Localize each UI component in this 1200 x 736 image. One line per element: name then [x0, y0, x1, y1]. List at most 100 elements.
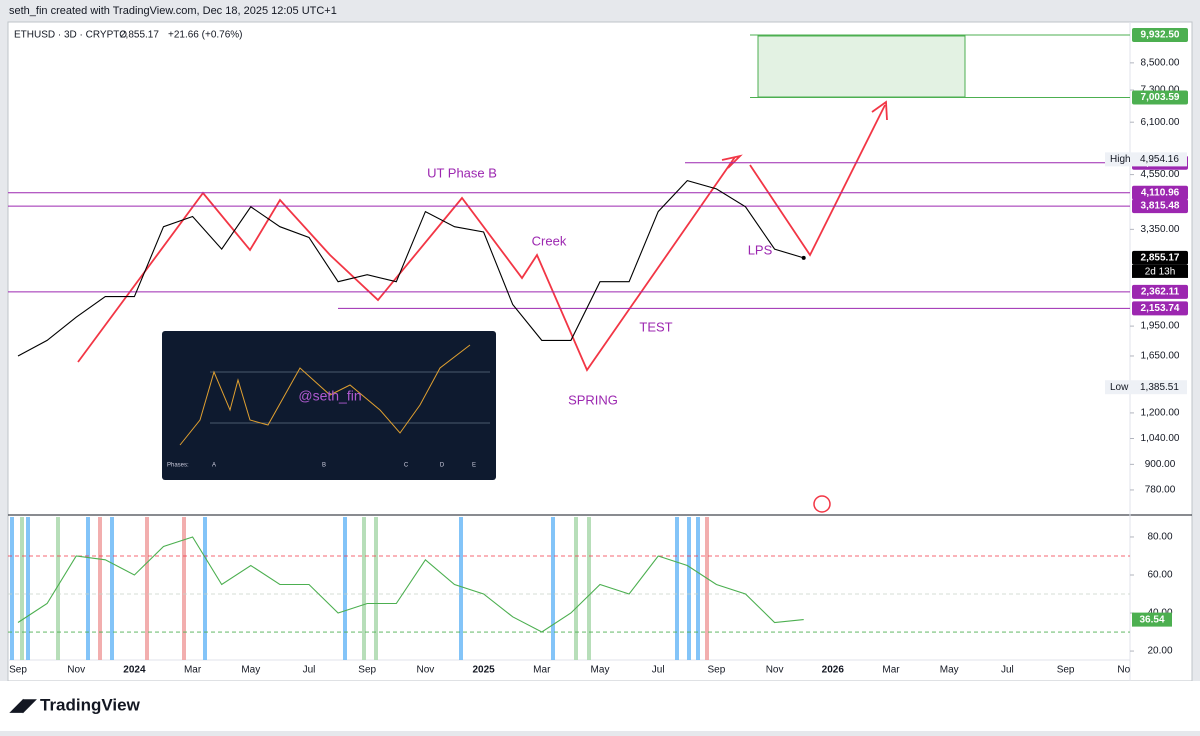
signal-bar — [10, 517, 14, 660]
signal-bar — [362, 517, 366, 660]
x-tick-label: Sep — [358, 665, 376, 676]
y-tick-label: 60.00 — [1147, 570, 1172, 581]
y-tick-label: 780.00 — [1145, 485, 1176, 496]
inset-phase: B — [322, 463, 326, 469]
price-tag-label: 3,815.48 — [1141, 201, 1180, 212]
signal-bar — [98, 517, 102, 660]
x-tick-label: Nov — [67, 665, 85, 676]
last-point — [801, 255, 806, 260]
countdown-tag — [1132, 264, 1188, 278]
high-tag — [1105, 152, 1187, 167]
signal-bar — [86, 517, 90, 660]
inset-phase: A — [212, 463, 216, 469]
target-box — [757, 35, 966, 98]
y-tick-label: 8,500.00 — [1141, 58, 1180, 69]
signal-bar — [110, 517, 114, 660]
annotation: UT Phase B — [427, 165, 497, 180]
signal-bar — [551, 517, 555, 660]
y-tick-label: 80.00 — [1147, 532, 1172, 543]
inset-phase: D — [440, 463, 445, 469]
x-tick-label: May — [241, 665, 260, 676]
x-tick-label: May — [591, 665, 610, 676]
price-tag — [1132, 199, 1188, 214]
signal-bar — [459, 517, 463, 660]
y-tick-label: 900.00 — [1145, 459, 1176, 470]
symbol-name: ETHUSD · 3D · CRYPTO — [14, 30, 127, 41]
event-icon[interactable] — [813, 495, 831, 513]
y-tick-label: 1,950.00 — [1141, 321, 1180, 332]
price-tag — [1132, 301, 1188, 316]
symbol-change: +21.66 (+0.76%) — [168, 30, 243, 41]
y-tick-label: 1,040.00 — [1141, 433, 1180, 444]
signal-bar — [687, 517, 691, 660]
inset-watermark: @seth_fin — [298, 388, 361, 404]
low-tag — [1105, 380, 1187, 395]
price-tag — [1132, 185, 1188, 200]
signal-bar — [145, 517, 149, 660]
x-tick-label: Sep — [708, 665, 726, 676]
x-tick-label: Mar — [533, 665, 551, 676]
signal-bar — [574, 517, 578, 660]
x-tick-label: 2024 — [123, 665, 146, 676]
x-tick-label: No — [1117, 665, 1130, 676]
y-tick-label: 20.00 — [1147, 646, 1172, 657]
signal-bar — [203, 517, 207, 660]
x-tick-label: 2026 — [822, 665, 845, 676]
symbol-last: 2,855.17 — [120, 30, 159, 41]
price-tag-label: 2,362.11 — [1141, 286, 1180, 297]
price-tag-label: 7,003.59 — [1141, 92, 1180, 103]
rsi-tag — [1132, 612, 1172, 627]
x-tick-label: Jul — [652, 665, 665, 676]
price-tag-label: 2,153.74 — [1141, 303, 1180, 314]
x-tick-label: Jul — [1001, 665, 1014, 676]
price-tag — [1132, 90, 1188, 105]
low-text: Low — [1110, 382, 1129, 393]
signal-bar — [26, 517, 30, 660]
x-tick-label: Mar — [184, 665, 202, 676]
price-line — [17, 179, 804, 357]
inset-image: @seth_fin Phases: A B C D E — [162, 331, 496, 480]
annotation: TEST — [639, 319, 672, 334]
countdown: 2d 13h — [1145, 267, 1176, 278]
high-value: 4,954.16 — [1140, 154, 1179, 165]
inset-phases: Phases: — [167, 463, 189, 469]
x-tick-label: 2025 — [472, 665, 495, 676]
annotation: Creek — [532, 233, 567, 248]
y-tick-label: 1,200.00 — [1141, 408, 1180, 419]
x-tick-label: Sep — [9, 665, 27, 676]
footer-brand: TradingView — [40, 695, 141, 714]
rsi-tag-label: 36.54 — [1139, 614, 1164, 625]
signal-bar — [343, 517, 347, 660]
price-tag-label: 2,855.17 — [1141, 253, 1180, 264]
x-tick-label: May — [940, 665, 959, 676]
price-tag — [1132, 28, 1188, 43]
signal-bar — [182, 517, 186, 660]
x-tick-label: Sep — [1057, 665, 1075, 676]
price-tag — [1132, 284, 1188, 299]
rsi-line — [17, 536, 804, 633]
y-tick-label: 4,550.00 — [1141, 169, 1180, 180]
x-tick-label: Nov — [417, 665, 435, 676]
signal-bar — [20, 517, 24, 660]
inset-phase: E — [472, 463, 476, 469]
header-title: seth_fin created with TradingView.com, D… — [9, 5, 337, 17]
price-tag-label: 4,110.96 — [1141, 187, 1180, 198]
y-tick-label: 1,650.00 — [1141, 351, 1180, 362]
y-tick-label: 3,350.00 — [1141, 224, 1180, 235]
x-tick-label: Nov — [766, 665, 784, 676]
high-text: High — [1110, 154, 1131, 165]
signal-bar — [374, 517, 378, 660]
footer — [0, 681, 1200, 731]
annotation: LPS — [748, 242, 773, 257]
signal-bar — [587, 517, 591, 660]
signal-bar — [705, 517, 709, 660]
signal-bar — [696, 517, 700, 660]
y-tick-label: 6,100.00 — [1141, 117, 1180, 128]
signal-bar — [675, 517, 679, 660]
annotation: SPRING — [568, 392, 618, 407]
low-value: 1,385.51 — [1140, 382, 1179, 393]
price-tag-label: 9,932.50 — [1141, 30, 1180, 41]
inset-phase: C — [404, 463, 409, 469]
price-tag — [1132, 250, 1188, 265]
